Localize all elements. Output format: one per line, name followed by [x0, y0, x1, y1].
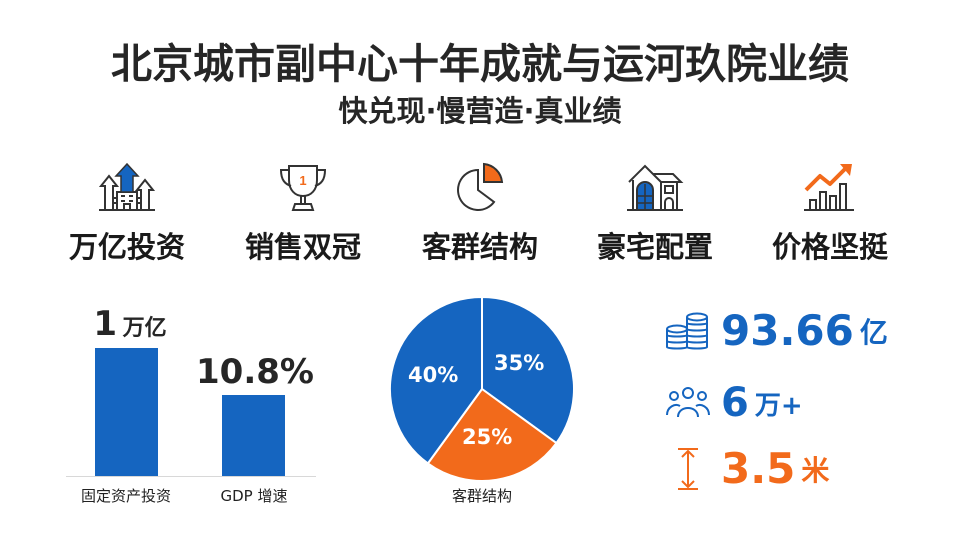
bar-investment: [95, 348, 158, 476]
feature-price: 价格坚挺: [755, 160, 905, 266]
trophy-icon: 1: [279, 165, 327, 211]
pie-chart: 35% 25% 40%: [389, 295, 575, 482]
bar-gdp: [222, 395, 285, 476]
pie-svg: [389, 295, 575, 482]
feature-label: 万亿投资: [68, 230, 185, 264]
bar-value-num: 1: [93, 304, 118, 344]
pie-label-35: 35%: [494, 351, 545, 375]
feature-sales: 1 销售双冠: [228, 160, 378, 266]
feature-investment: 万亿投资: [52, 160, 202, 266]
x-label-investment: 固定资产投资: [80, 487, 171, 505]
feature-label: 客群结构: [421, 230, 538, 264]
building-growth-icon: [98, 162, 156, 211]
bar-value-unit: 万亿: [122, 316, 167, 341]
stat-customers: 6 万+: [665, 380, 803, 426]
bar-value-num: 10.8%: [196, 352, 314, 392]
stat-value: 3.5: [721, 444, 796, 493]
stat-sales-amount: 93.66 亿: [665, 306, 888, 355]
pie-chart-icon: [457, 162, 504, 211]
stat-value: 93.66: [721, 306, 854, 355]
people-group-icon: [666, 387, 710, 418]
feature-label: 价格坚挺: [771, 230, 888, 264]
feature-label: 豪宅配置: [596, 230, 713, 264]
pie-caption: 客群结构: [451, 487, 512, 505]
stat-value: 6: [721, 380, 749, 426]
x-label-gdp: GDP 增速: [220, 487, 288, 505]
page-title: 北京城市副中心十年成就与运河玖院业绩: [111, 40, 849, 88]
trend-up-chart-icon: [804, 164, 854, 211]
pie-slice-35: [481, 295, 575, 445]
pie-slice-40: [389, 295, 483, 465]
villa-icon: [627, 164, 684, 211]
height-arrow-icon: [678, 447, 698, 490]
trophy-badge: 1: [299, 173, 306, 188]
page-subtitle: 快兑现·慢营造·真业绩: [338, 94, 622, 128]
pie-label-40: 40%: [408, 363, 459, 387]
stat-unit: 米: [801, 453, 830, 487]
bar-value-investment: 1 万亿: [80, 304, 180, 344]
feature-label: 销售双冠: [244, 230, 361, 264]
feature-customers: 客群结构: [405, 160, 555, 266]
stat-unit: 亿: [859, 315, 888, 349]
stat-unit: 万+: [754, 390, 803, 421]
x-axis-line: [66, 476, 316, 477]
pie-label-25: 25%: [462, 425, 513, 449]
pie-slice-25: [426, 387, 558, 482]
feature-luxury: 豪宅配置: [580, 160, 730, 266]
bar-value-gdp: 10.8%: [196, 352, 314, 392]
coins-stack-icon: [666, 312, 708, 349]
stat-ceiling-height: 3.5 米: [665, 444, 829, 493]
